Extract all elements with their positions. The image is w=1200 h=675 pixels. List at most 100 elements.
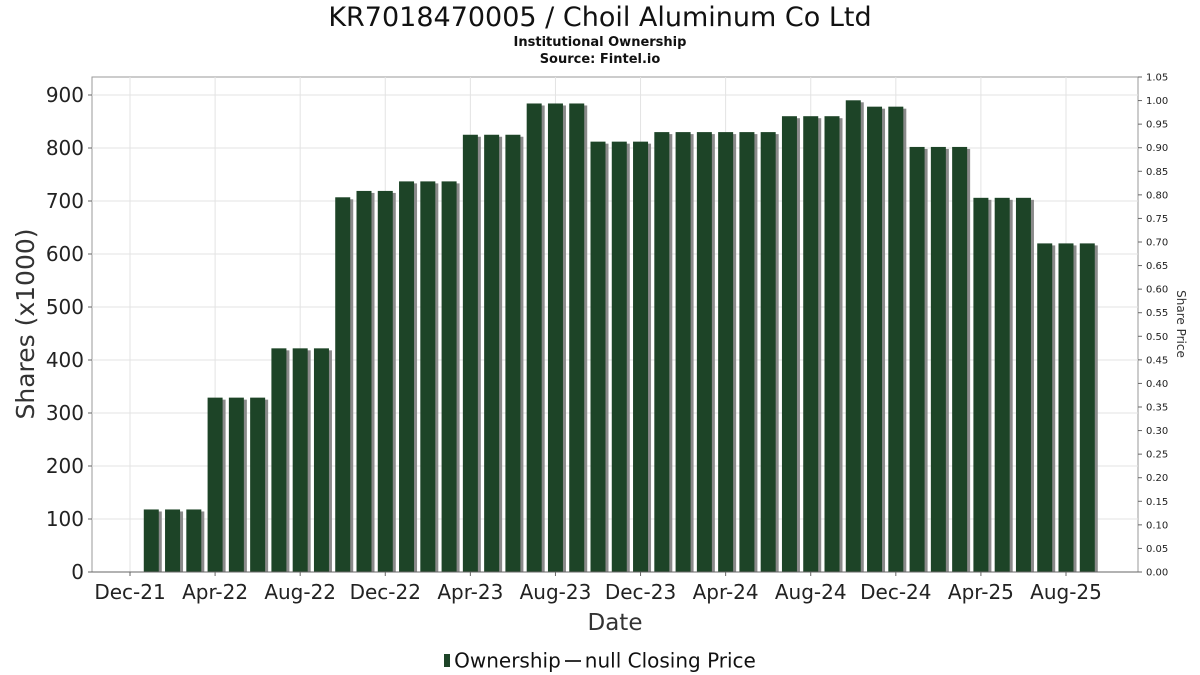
legend-price-swatch bbox=[564, 659, 581, 662]
ownership-bar bbox=[335, 197, 351, 573]
y2-tick-label: 0.60 bbox=[1146, 285, 1168, 296]
ownership-bar bbox=[760, 132, 776, 572]
y-tick-label: 400 bbox=[46, 348, 84, 372]
y-tick-label: 300 bbox=[46, 401, 84, 425]
y-tick-label: 0 bbox=[71, 560, 84, 584]
ownership-bar bbox=[1079, 243, 1095, 572]
legend-ownership-label: Ownership bbox=[454, 648, 561, 673]
legend: Ownership null Closing Price bbox=[0, 647, 1200, 673]
ownership-bar bbox=[654, 132, 670, 572]
y-tick-label: 900 bbox=[46, 83, 84, 107]
legend-price-label: null Closing Price bbox=[584, 648, 756, 673]
ownership-bar bbox=[547, 103, 563, 572]
ownership-bar bbox=[675, 132, 691, 572]
y-axis-label: Shares (x1000) bbox=[11, 228, 40, 419]
ownership-bar bbox=[590, 141, 606, 572]
ownership-bar bbox=[1037, 243, 1053, 572]
y-tick-label: 200 bbox=[46, 454, 84, 478]
ownership-bar bbox=[781, 116, 797, 572]
ownership-bar bbox=[186, 509, 202, 572]
y-tick-label: 700 bbox=[46, 189, 84, 213]
y2-tick-label: 0.20 bbox=[1146, 473, 1168, 484]
x-tick-label: Dec-21 bbox=[94, 580, 165, 604]
ownership-bar bbox=[250, 397, 266, 572]
ownership-bar bbox=[633, 141, 649, 572]
ownership-bar bbox=[867, 106, 883, 572]
y2-tick-label: 0.40 bbox=[1146, 379, 1168, 390]
y-tick-label: 500 bbox=[46, 295, 84, 319]
y2-tick-label: 0.65 bbox=[1146, 261, 1168, 272]
ownership-bar bbox=[484, 134, 500, 572]
y-tick-label: 100 bbox=[46, 507, 84, 531]
ownership-bar bbox=[994, 197, 1010, 572]
ownership-bar bbox=[143, 509, 159, 572]
ownership-bar bbox=[1015, 197, 1031, 572]
y2-tick-label: 0.90 bbox=[1146, 143, 1168, 154]
ownership-bar bbox=[505, 134, 521, 572]
ownership-bar bbox=[271, 348, 287, 572]
y2-tick-label: 1.05 bbox=[1146, 73, 1168, 84]
ownership-bar bbox=[228, 397, 244, 572]
chart-source: Source: Fintel.io bbox=[539, 52, 661, 67]
y2-tick-label: 0.70 bbox=[1146, 238, 1168, 249]
x-tick-label: Aug-25 bbox=[1030, 580, 1102, 604]
ownership-bar bbox=[739, 132, 755, 572]
ownership-bar bbox=[441, 181, 457, 572]
ownership-bar bbox=[462, 134, 478, 572]
ownership-bar bbox=[399, 181, 415, 572]
x-tick-label: Apr-23 bbox=[437, 580, 503, 604]
ownership-bar bbox=[356, 190, 372, 572]
x-tick-label: Aug-23 bbox=[520, 580, 592, 604]
ownership-bar bbox=[1058, 243, 1074, 572]
y2-tick-label: 0.75 bbox=[1146, 214, 1168, 225]
x-tick-label: Apr-24 bbox=[693, 580, 759, 604]
x-tick-label: Apr-25 bbox=[948, 580, 1014, 604]
ownership-bar bbox=[420, 181, 436, 572]
y2-tick-label: 0.80 bbox=[1146, 190, 1168, 201]
y2-tick-label: 0.00 bbox=[1146, 568, 1168, 579]
y2-tick-label: 0.25 bbox=[1146, 450, 1168, 461]
y2-tick-label: 0.45 bbox=[1146, 355, 1168, 366]
ownership-bar bbox=[526, 103, 542, 572]
ownership-bar bbox=[952, 146, 968, 572]
ownership-bar bbox=[165, 509, 181, 572]
ownership-bar bbox=[888, 106, 904, 572]
y2-tick-label: 0.85 bbox=[1146, 167, 1168, 178]
x-tick-label: Dec-24 bbox=[860, 580, 931, 604]
ownership-bar bbox=[973, 197, 989, 572]
ownership-bar bbox=[292, 348, 308, 572]
ownership-bar bbox=[611, 141, 627, 572]
x-tick-label: Aug-24 bbox=[775, 580, 847, 604]
x-tick-label: Dec-22 bbox=[350, 580, 421, 604]
x-tick-label: Aug-22 bbox=[264, 580, 336, 604]
y2-tick-label: 0.95 bbox=[1146, 120, 1168, 131]
ownership-bar bbox=[930, 146, 946, 572]
ownership-bar bbox=[313, 348, 329, 572]
y2-tick-label: 1.00 bbox=[1146, 96, 1168, 107]
chart-subtitle: Institutional Ownership bbox=[513, 35, 687, 50]
ownership-bar bbox=[207, 397, 223, 572]
y2-tick-label: 0.55 bbox=[1146, 308, 1168, 319]
ownership-bar bbox=[845, 100, 861, 573]
ownership-bar bbox=[824, 116, 840, 572]
x-tick-label: Dec-23 bbox=[605, 580, 676, 604]
ownership-bar bbox=[569, 103, 585, 572]
ownership-bar bbox=[909, 146, 925, 572]
legend-ownership-swatch bbox=[444, 654, 451, 667]
y2-tick-label: 0.05 bbox=[1146, 544, 1168, 555]
x-tick-label: Apr-22 bbox=[182, 580, 248, 604]
y2-tick-label: 0.30 bbox=[1146, 426, 1168, 437]
x-axis-label: Date bbox=[588, 610, 643, 636]
ownership-bar bbox=[377, 190, 393, 572]
y2-axis-label: Share Price bbox=[1174, 290, 1188, 358]
y2-tick-label: 0.10 bbox=[1146, 520, 1168, 531]
y2-tick-label: 0.15 bbox=[1146, 497, 1168, 508]
y2-tick-label: 0.50 bbox=[1146, 332, 1168, 343]
chart-title: KR7018470005 / Choil Aluminum Co Ltd bbox=[328, 2, 872, 33]
y-tick-label: 600 bbox=[46, 242, 84, 266]
ownership-bar bbox=[696, 132, 712, 572]
y2-tick-label: 0.35 bbox=[1146, 403, 1168, 414]
y-tick-label: 800 bbox=[46, 136, 84, 160]
ownership-bar bbox=[718, 132, 734, 572]
